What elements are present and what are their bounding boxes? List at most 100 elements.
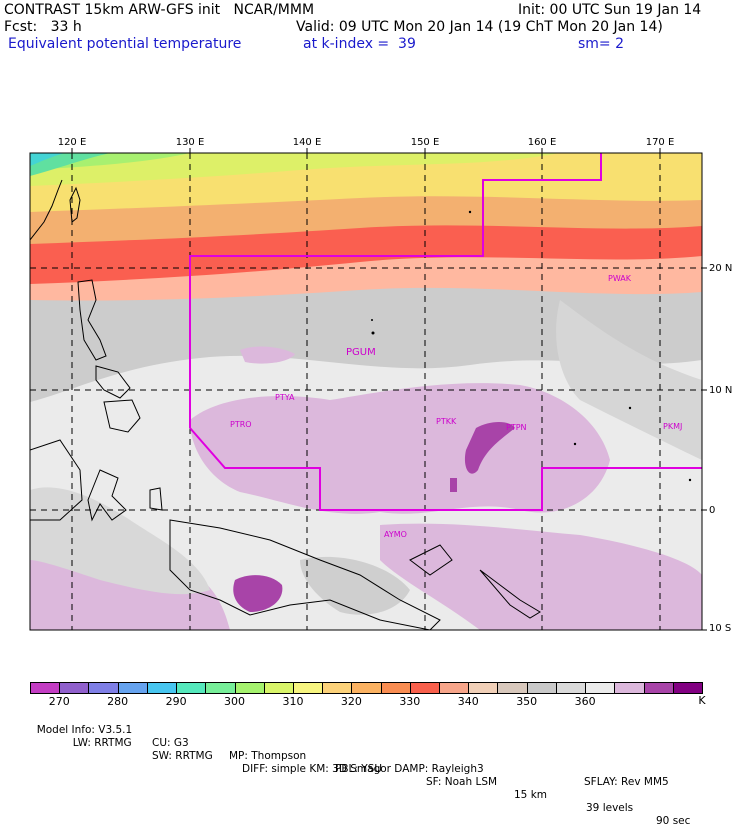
colorbar-swatch — [526, 682, 557, 694]
colorbar-tick-label: 270 — [48, 695, 70, 708]
coast-taiwan — [69, 186, 81, 223]
lw-scheme: LW: RRTMG — [72, 737, 132, 749]
colorbar-swatch — [117, 682, 148, 694]
lon-label-130e: 130 E — [175, 137, 205, 148]
init-time: Init: 00 UTC Sun 19 Jan 14 — [518, 2, 702, 18]
island-guam — [371, 331, 375, 335]
island-b — [628, 406, 632, 410]
colorbar-swatch — [292, 682, 324, 694]
colorbar-swatch — [205, 682, 236, 694]
lat-label-10n: 10 N — [709, 385, 733, 396]
lon-label-170e: 170 E — [645, 137, 675, 148]
theta-gray-indonesia — [30, 487, 210, 595]
colorbar-swatch — [672, 682, 703, 694]
coast-newguinea — [169, 519, 441, 630]
model-version: Model Info: V3.5.1 — [36, 724, 133, 736]
colorbar-tick-label: 350 — [516, 695, 538, 708]
island-d — [468, 210, 472, 214]
coast-china — [30, 179, 63, 241]
colorbar-swatch — [643, 682, 674, 694]
coast-sulawesi — [87, 469, 127, 522]
colorbar-swatch — [468, 682, 499, 694]
sf-scheme: SF: Noah LSM — [426, 776, 498, 788]
colorbar-swatch — [176, 682, 207, 694]
lat-label-10s: 10 S — [709, 623, 732, 634]
colorbar-swatch — [497, 682, 528, 694]
colorbar-tick-label: 340 — [457, 695, 479, 708]
island-marianas — [371, 319, 373, 321]
theta-gray-east — [556, 300, 702, 460]
colorbar-tick-label: 360 — [574, 695, 596, 708]
resolution: 15 km — [514, 789, 548, 801]
lon-label-140e: 140 E — [292, 137, 322, 148]
colorbar-swatch — [263, 682, 294, 694]
colorbar-swatch — [585, 682, 616, 694]
colorbar-swatch — [88, 682, 119, 694]
weather-map: PGUM PTYA PTRO PTKK PTPN PKMJ PWAK AYMO — [29, 148, 707, 631]
diff-damp: DIFF: simple KM: 3D Smagor DAMP: Rayleig… — [242, 763, 484, 775]
station-ptkk: PTKK — [436, 417, 457, 426]
colorbar-swatch — [322, 682, 353, 694]
theta-purple-central — [190, 383, 610, 514]
theta-darkpurple-ptpn — [464, 422, 515, 474]
theta-band-300 — [30, 153, 65, 166]
field-name: Equivalent potential temperature — [8, 36, 242, 52]
island-c — [688, 478, 692, 482]
sw-scheme: SW: RRTMG — [152, 750, 213, 762]
coast-newbritain — [409, 544, 453, 576]
colorbar-swatch — [439, 682, 470, 694]
theta-darkpurple-png — [233, 575, 283, 612]
colorbar-tick-label: 310 — [282, 695, 304, 708]
colorbar-swatch — [30, 682, 61, 694]
lon-label-150e: 150 E — [410, 137, 440, 148]
colorbar-tick-label: 330 — [399, 695, 421, 708]
coast-mindanao — [103, 399, 141, 433]
theta-band-305 — [30, 153, 110, 176]
colorbar-swatch — [614, 682, 645, 694]
colorbar-tick-label: 290 — [165, 695, 187, 708]
colorbar-swatch — [380, 682, 411, 694]
colorbar-swatch — [234, 682, 265, 694]
colorbar-swatch — [146, 682, 178, 694]
forecast-hour: Fcst: 33 h — [4, 19, 82, 35]
station-pgum: PGUM — [346, 347, 376, 358]
theta-band-315 — [30, 153, 560, 186]
island-a — [573, 442, 577, 446]
colorbar-tick-label: 300 — [224, 695, 246, 708]
colorbar-swatch — [59, 682, 90, 694]
level-info: at k-index = 39 — [303, 36, 416, 52]
model-info-line2: LW: RRTMG SW: RRTMG DIFF: simple KM: 3D … — [66, 724, 669, 789]
station-ptro: PTRO — [230, 420, 252, 429]
smoothing-info: sm= 2 — [578, 36, 625, 52]
coast-luzon — [77, 279, 107, 361]
cu-scheme: CU: G3 — [152, 737, 189, 749]
coast-borneo — [30, 439, 83, 521]
station-pwak: PWAK — [608, 274, 632, 283]
valid-time: Valid: 09 UTC Mon 20 Jan 14 (19 ChT Mon … — [296, 19, 663, 35]
theta-darkpurple-small — [450, 478, 457, 492]
colorbar-tick-label: 280 — [107, 695, 129, 708]
colorbar-swatch — [351, 682, 382, 694]
domain-boundary — [189, 153, 702, 511]
sflay-scheme: SFLAY: Rev MM5 — [584, 776, 669, 788]
map-frame — [29, 152, 703, 631]
lat-label-0: 0 — [709, 505, 716, 516]
lat-label-20n: 20 N — [709, 263, 733, 274]
colorbar-swatch — [555, 682, 587, 694]
model-title: CONTRAST 15km ARW-GFS init NCAR/MMM — [4, 2, 315, 18]
theta-purple-north-blob — [240, 346, 295, 364]
colorbar-swatch — [409, 682, 441, 694]
theta-purple-south — [380, 523, 702, 630]
colorbar-unit-label: K — [698, 694, 706, 707]
station-ptpn: PTPN — [506, 423, 527, 432]
coast-solomons — [479, 569, 541, 619]
station-pkmj: PKMJ — [663, 422, 682, 431]
lon-label-120e: 120 E — [57, 137, 87, 148]
levels: 39 levels — [586, 802, 634, 814]
coast-visayas — [95, 365, 131, 399]
colorbar-tick-label: 320 — [340, 695, 362, 708]
station-aymo: AYMO — [384, 530, 407, 539]
lon-label-160e: 160 E — [527, 137, 557, 148]
mp-scheme: MP: Thompson — [229, 750, 307, 762]
station-ptya: PTYA — [275, 393, 295, 402]
